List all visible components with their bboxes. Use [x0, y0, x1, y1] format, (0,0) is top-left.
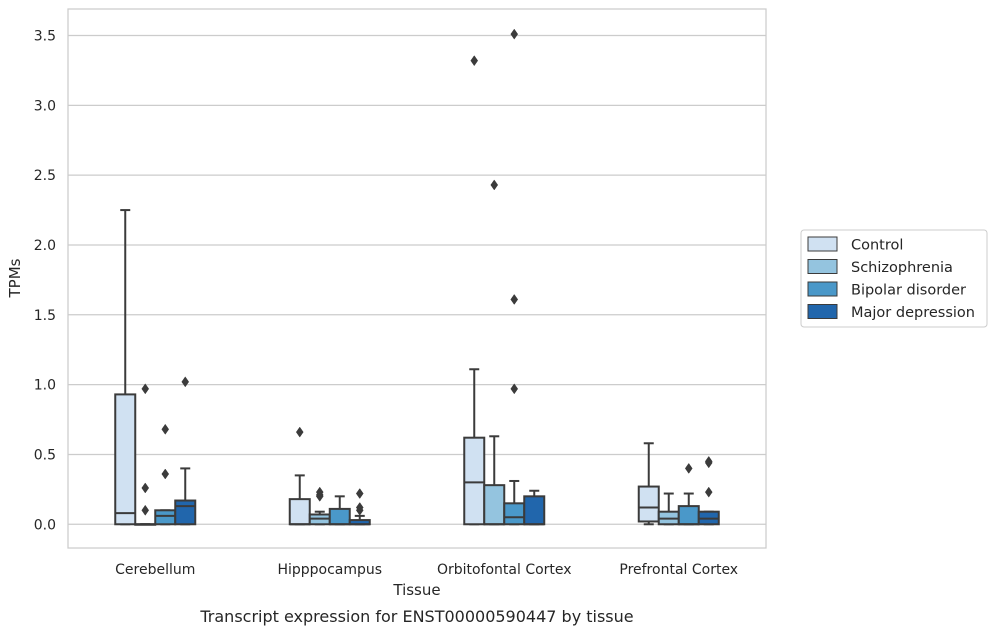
outlier-point	[510, 294, 519, 305]
box-group	[328, 495, 351, 526]
box-group	[288, 426, 311, 526]
box-group	[154, 423, 177, 526]
x-tick-label: Orbitofontal Cortex	[437, 562, 572, 578]
y-tick-label: 1.0	[34, 378, 56, 394]
outlier-point	[315, 490, 324, 502]
outlier-point	[684, 462, 693, 474]
box-plot-marks	[114, 28, 720, 526]
legend-label: Schizophrenia	[851, 260, 953, 276]
x-axis-ticks: Cerebellum Hipppocampus Orbitofontal Corte…	[115, 562, 738, 578]
box-group	[503, 28, 526, 526]
box	[523, 495, 546, 526]
box-group	[483, 179, 506, 526]
box	[677, 505, 700, 526]
box	[174, 499, 197, 526]
legend-label: Bipolar disorder	[851, 283, 966, 299]
x-tick-label: Hipppocampus	[277, 562, 382, 578]
outlier-point	[161, 423, 170, 435]
outlier-point	[510, 28, 519, 40]
box	[114, 393, 137, 526]
legend-swatch	[807, 304, 838, 319]
legend-label: Control	[851, 238, 903, 254]
box-group	[463, 55, 486, 526]
outlier-point	[704, 457, 713, 469]
y-tick-label: 3.0	[34, 98, 56, 114]
x-tick-label: Cerebellum	[115, 562, 195, 578]
box	[154, 509, 177, 526]
outlier-point	[704, 486, 713, 498]
box-group	[523, 489, 546, 526]
box-group	[697, 455, 720, 526]
outlier-point	[161, 468, 170, 480]
box-group	[308, 486, 331, 526]
y-tick-label: 1.5	[34, 308, 56, 324]
box	[328, 507, 351, 526]
chart-caption: Transcript expression for ENST0000059044…	[199, 607, 633, 626]
y-tick-label: 3.5	[34, 29, 56, 45]
y-tick-label: 0.5	[34, 447, 56, 463]
outlier-point	[470, 55, 479, 67]
box-group	[174, 376, 197, 526]
box	[637, 485, 660, 523]
box-group	[348, 488, 371, 526]
box-group	[637, 442, 660, 526]
legend-swatch	[807, 281, 838, 297]
y-axis-label: TPMs	[6, 258, 24, 298]
y-axis-ticks: 0.0 0.5 1.0 1.5 2.0 2.5 3.0 3.5	[34, 29, 56, 534]
y-tick-label: 2.0	[34, 238, 56, 254]
legend: Control Schizophrenia Bipolar disorder Majo…	[800, 229, 988, 328]
box	[503, 502, 526, 526]
box	[483, 484, 506, 526]
plot-frame	[67, 8, 767, 549]
outlier-point	[141, 383, 150, 395]
outlier-point	[490, 179, 499, 191]
legend-frame	[800, 229, 988, 328]
y-tick-label: 0.0	[34, 517, 56, 533]
legend-swatch	[807, 259, 838, 274]
box-group	[677, 462, 700, 526]
outlier-point	[295, 426, 304, 438]
outlier-point	[141, 482, 150, 494]
legend-label: Major depression	[851, 305, 975, 321]
box-group	[114, 209, 137, 526]
outlier-point	[141, 504, 150, 516]
outlier-point	[510, 383, 519, 395]
x-axis-label: Tissue	[392, 581, 440, 599]
box	[288, 498, 311, 526]
grid-lines	[68, 34, 766, 525]
x-tick-label: Prefrontal Cortex	[619, 562, 738, 578]
box	[463, 436, 486, 526]
y-tick-label: 2.5	[34, 168, 56, 184]
box-group	[657, 492, 680, 526]
outlier-point	[355, 504, 364, 516]
outlier-point	[181, 376, 190, 388]
outlier-point	[355, 488, 364, 499]
box-group	[134, 383, 157, 526]
legend-swatch	[807, 236, 838, 252]
